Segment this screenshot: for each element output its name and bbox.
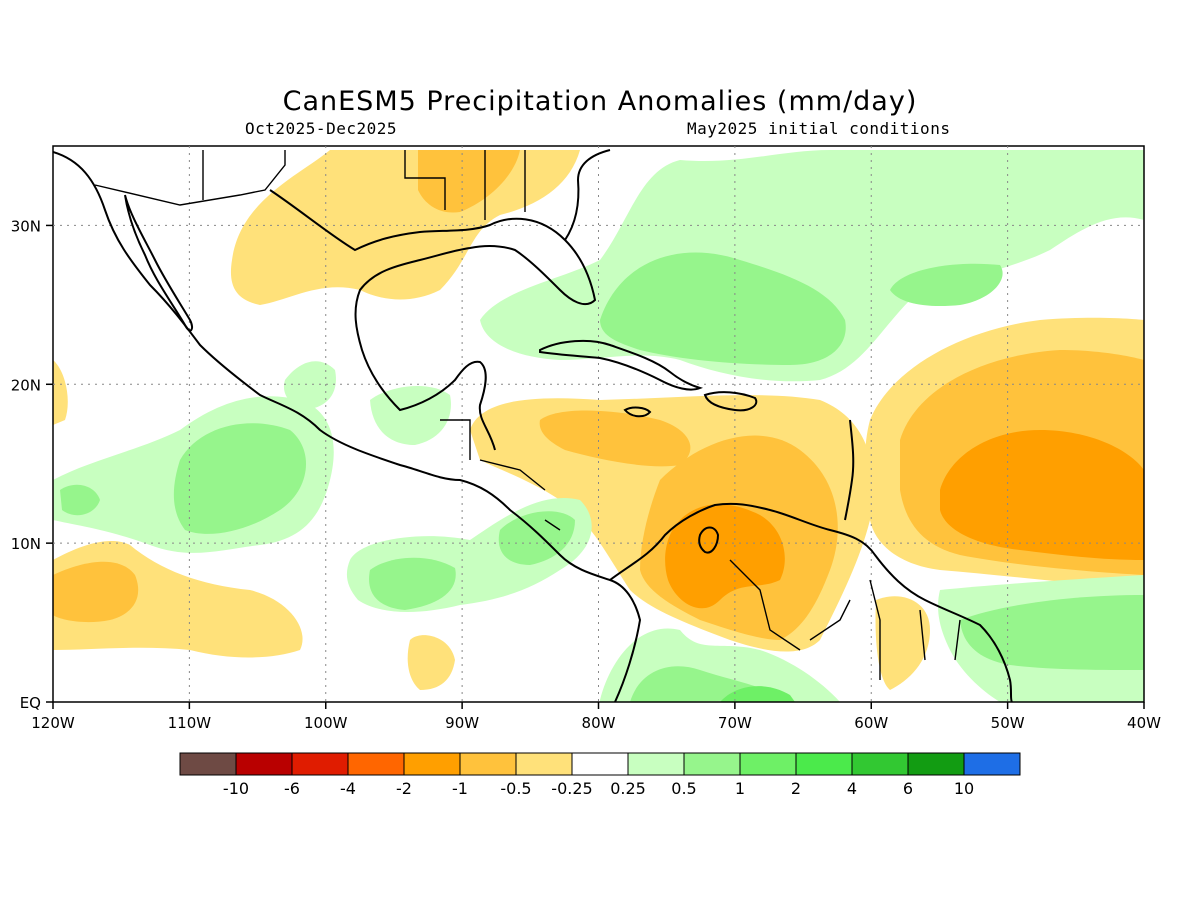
- anomaly-region-pacific-wet-small: [60, 484, 100, 516]
- colorbar-label: -0.25: [551, 779, 592, 798]
- anomaly-region-atlantic-wet-2: [890, 263, 1003, 307]
- border-south-america: [729, 559, 961, 680]
- border-central-america: [440, 419, 561, 531]
- coastlines: [53, 149, 1013, 702]
- map-title: CanESM5 Precipitation Anomalies (mm/day): [282, 86, 918, 117]
- colorbar-label: -10: [223, 779, 249, 798]
- forecast-period: Oct2025-Dec2025: [245, 119, 397, 138]
- coastline-baja-california: [124, 194, 194, 332]
- anomaly-region-mexico-pacific-wet: [283, 361, 336, 410]
- colorbar-label: 1: [735, 779, 745, 798]
- coastline-hispaniola: [703, 391, 758, 412]
- anomaly-region-texas-moderate: [418, 150, 520, 213]
- y-axis-labels: EQ 10N 20N 30N: [11, 217, 41, 712]
- coastline-south-america-north: [609, 502, 1013, 702]
- anomaly-region-bahamas-wet: [600, 252, 846, 365]
- colorbar-swatch: [179, 752, 237, 776]
- x-tick-label: 80W: [582, 714, 616, 732]
- colorbar-label: 2: [791, 779, 801, 798]
- coastline-cuba: [539, 339, 704, 391]
- colorbar-label: 0.5: [671, 779, 696, 798]
- colorbar-label: 0.25: [610, 779, 646, 798]
- colorbar-swatch: [795, 752, 853, 776]
- axis-ticks: [46, 224, 1145, 709]
- anomaly-region-west-edge-dry: [53, 360, 68, 425]
- y-tick-label: 10N: [11, 535, 41, 553]
- anomaly-region-caribbean-moderate: [539, 410, 691, 467]
- colorbar-label: 4: [847, 779, 857, 798]
- colorbar-swatch: [515, 752, 573, 776]
- x-tick-label: 50W: [991, 714, 1025, 732]
- colorbar: [179, 752, 1021, 776]
- anomaly-region-pacific-spot-dry: [407, 635, 455, 690]
- colorbar-swatch: [347, 752, 405, 776]
- anomaly-region-eastern-pacific-wet-2: [173, 423, 307, 534]
- colorbar-swatch: [683, 752, 741, 776]
- coastline-lesser-antilles: [844, 419, 855, 521]
- anomaly-region-guiana-dry: [875, 596, 930, 690]
- x-tick-label: 110W: [168, 714, 212, 732]
- anomaly-region-yucatan-wet: [370, 385, 451, 445]
- colorbar-label: -4: [340, 779, 356, 798]
- y-tick-label: EQ: [20, 694, 41, 712]
- gridlines: [53, 146, 1144, 702]
- x-tick-label: 90W: [445, 714, 479, 732]
- anomaly-region-pacific-moderate: [53, 561, 139, 623]
- anomaly-region-venezuela-strong: [665, 504, 785, 609]
- colorbar-labels: -10 -6 -4 -2 -1 -0.5 -0.25 0.25 0.5 1 2 4 6 10: [223, 779, 974, 798]
- coastline-jamaica: [623, 406, 652, 418]
- anomaly-region-amazon-wet-3: [720, 686, 795, 702]
- x-tick-label: 120W: [31, 714, 75, 732]
- colorbar-swatch: [963, 752, 1021, 776]
- border-us-mexico: [94, 150, 286, 206]
- country-borders: [94, 150, 961, 680]
- anomaly-region-central-america-wet-2: [369, 557, 456, 610]
- x-axis-labels: 120W 110W 100W 90W 80W 70W 60W 50W 40W: [31, 714, 1161, 732]
- initial-conditions: May2025 initial conditions: [687, 119, 951, 138]
- colorbar-label: 10: [954, 779, 974, 798]
- colorbar-swatch: [627, 752, 685, 776]
- x-tick-label: 40W: [1127, 714, 1161, 732]
- border-us-states: [202, 150, 526, 220]
- colorbar-label: -0.5: [500, 779, 531, 798]
- colorbar-swatch: [907, 752, 965, 776]
- coastline-florida: [564, 149, 611, 241]
- x-tick-label: 70W: [718, 714, 752, 732]
- colorbar-label: -6: [284, 779, 300, 798]
- y-tick-label: 30N: [11, 217, 41, 235]
- coastline-gulf-of-mexico: [269, 189, 597, 451]
- colorbar-swatch: [851, 752, 909, 776]
- colorbar-swatch: [459, 752, 517, 776]
- colorbar-swatch: [403, 752, 461, 776]
- coastline-lake-maracaibo: [698, 526, 720, 554]
- colorbar-label: -1: [452, 779, 468, 798]
- colorbar-label: -2: [396, 779, 412, 798]
- colorbar-swatch: [739, 752, 797, 776]
- colorbar-swatch: [291, 752, 349, 776]
- colorbar-swatch: [235, 752, 293, 776]
- x-tick-label: 60W: [854, 714, 888, 732]
- colorbar-label: 6: [903, 779, 913, 798]
- x-tick-label: 100W: [304, 714, 348, 732]
- anomaly-region-atlantic-strong: [940, 430, 1144, 560]
- y-tick-label: 20N: [11, 376, 41, 394]
- anomaly-region-brazil-wet-2: [960, 595, 1144, 670]
- colorbar-swatch: [571, 752, 629, 776]
